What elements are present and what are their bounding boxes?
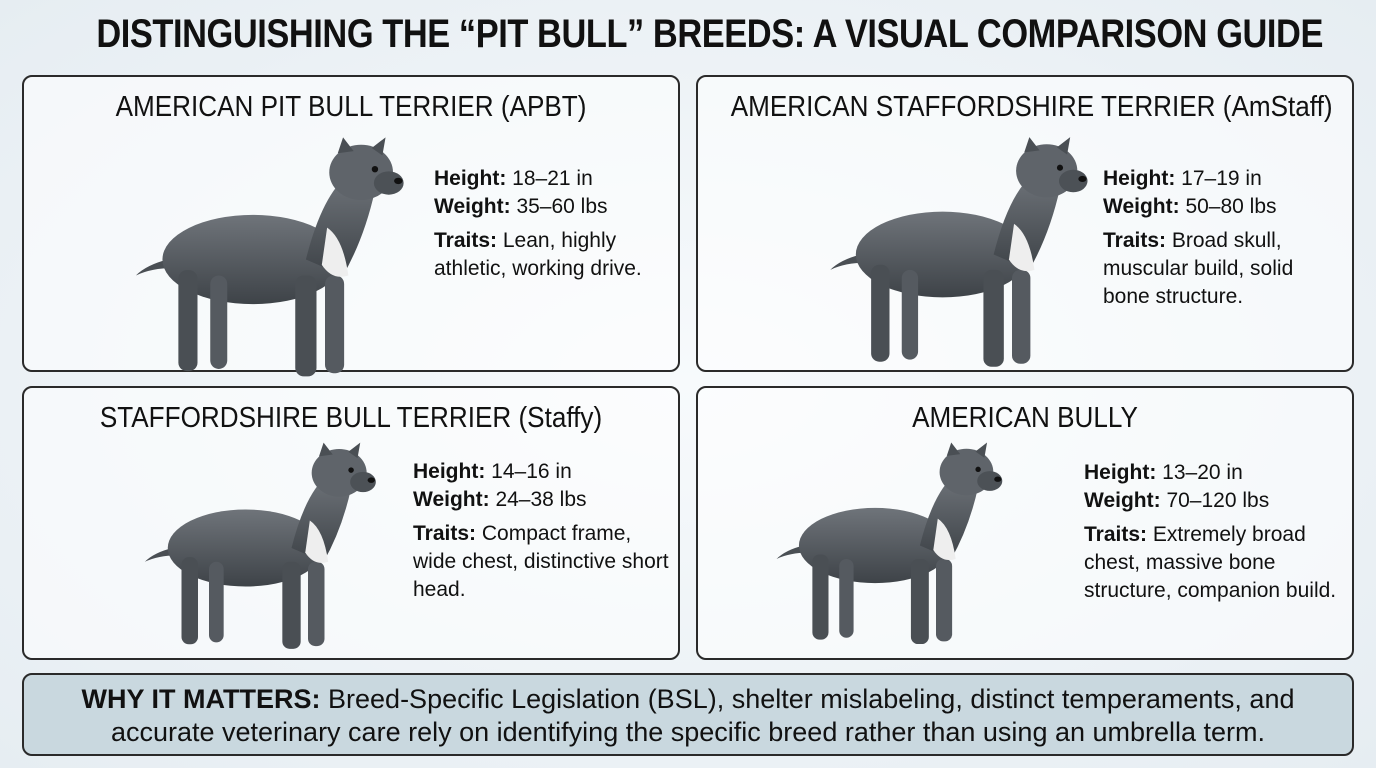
breed-card: STAFFORDSHIRE BULL TERRIER (Staffy) Heigh…: [22, 386, 680, 660]
height-row: Height: 17–19 in: [1103, 165, 1328, 193]
breed-name: STAFFORDSHIRE BULL TERRIER (Staffy): [99, 402, 603, 434]
height-row: Height: 18–21 in: [434, 165, 654, 193]
height-value: 18–21 in: [512, 167, 593, 190]
traits-row: Traits: Compact frame, wide chest, disti…: [413, 520, 678, 604]
weight-label: Weight:: [1103, 195, 1180, 218]
breed-stats: Height: 14–16 in Weight: 24–38 lbs Traits:…: [413, 458, 678, 604]
breed-name: AMERICAN PIT BULL TERRIER (APBT): [115, 91, 587, 123]
weight-value: 50–80 lbs: [1185, 195, 1277, 218]
weight-row: Weight: 35–60 lbs: [434, 193, 654, 221]
traits-row: Traits: Extremely broad chest, massive b…: [1084, 521, 1356, 605]
dog-illustration: [830, 137, 1088, 367]
traits-label: Traits:: [1103, 229, 1167, 252]
breed-card: AMERICAN PIT BULL TERRIER (APBT) Height: …: [22, 75, 680, 377]
height-value: 13–20 in: [1162, 461, 1243, 484]
weight-value: 24–38 lbs: [495, 488, 587, 511]
height-value: 14–16 in: [491, 460, 572, 483]
weight-label: Weight:: [434, 195, 511, 218]
height-row: Height: 13–20 in: [1084, 459, 1356, 487]
breed-card: AMERICAN STAFFORDSHIRE TERRIER (AmStaff)…: [696, 75, 1354, 372]
traits-value: Broad skull, muscular build, solid bone …: [1103, 229, 1294, 308]
height-row: Height: 14–16 in: [413, 458, 678, 486]
height-label: Height:: [1103, 167, 1176, 190]
height-label: Height:: [434, 167, 507, 190]
breed-card: AMERICAN BULLY Height: 13–20 in Weight: 70…: [696, 386, 1354, 660]
traits-value: Lean, highly athletic, working drive.: [434, 229, 642, 280]
traits-row: Traits: Broad skull, muscular build, sol…: [1103, 227, 1328, 311]
traits-row: Traits: Lean, highly athletic, working d…: [434, 227, 654, 283]
height-label: Height:: [1084, 461, 1157, 484]
weight-label: Weight:: [413, 488, 490, 511]
weight-value: 35–60 lbs: [516, 195, 608, 218]
weight-value: 70–120 lbs: [1166, 489, 1270, 512]
traits-label: Traits:: [434, 229, 498, 252]
weight-label: Weight:: [1084, 489, 1161, 512]
breed-stats: Height: 13–20 in Weight: 70–120 lbs Traits…: [1084, 459, 1356, 605]
breed-name: AMERICAN STAFFORDSHIRE TERRIER (AmStaff): [730, 91, 1333, 123]
footer-label: WHY IT MATTERS:: [81, 684, 321, 714]
traits-value: Compact frame, wide chest, distinctive s…: [413, 522, 669, 601]
weight-row: Weight: 24–38 lbs: [413, 486, 678, 514]
breed-name: AMERICAN BULLY: [912, 402, 1138, 434]
height-value: 17–19 in: [1181, 167, 1262, 190]
dog-illustration: [776, 442, 1003, 645]
traits-value: Extremely broad chest, massive bone stru…: [1084, 523, 1337, 602]
dog-illustration: [144, 442, 376, 649]
traits-label: Traits:: [413, 522, 477, 545]
traits-label: Traits:: [1084, 523, 1148, 546]
weight-row: Weight: 70–120 lbs: [1084, 487, 1356, 515]
footer: WHY IT MATTERS: Breed-Specific Legislati…: [22, 673, 1354, 756]
footer-text: Breed-Specific Legislation (BSL), shelte…: [110, 684, 1295, 747]
weight-row: Weight: 50–80 lbs: [1103, 193, 1328, 221]
title: DISTINGUISHING THE “PIT BULL” BREEDS: A …: [96, 12, 1323, 56]
breed-stats: Height: 18–21 in Weight: 35–60 lbs Traits:…: [434, 165, 654, 283]
breed-stats: Height: 17–19 in Weight: 50–80 lbs Traits:…: [1103, 165, 1328, 311]
height-label: Height:: [413, 460, 486, 483]
dog-illustration: [135, 137, 404, 377]
